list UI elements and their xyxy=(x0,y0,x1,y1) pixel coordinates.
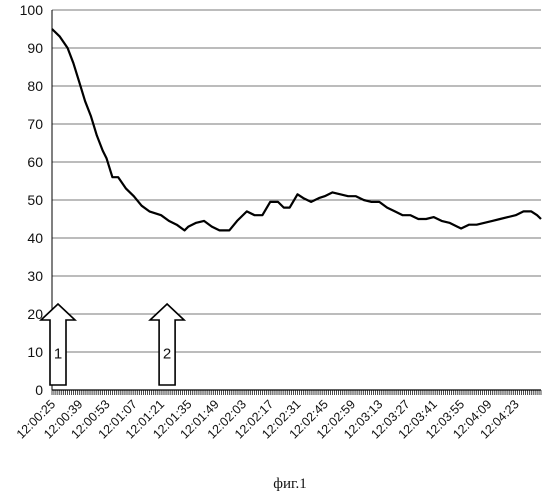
arrow-label: 1 xyxy=(54,346,62,363)
y-tick-label: 40 xyxy=(27,230,43,246)
grid-lines xyxy=(52,10,541,352)
y-tick-label: 0 xyxy=(35,382,43,398)
y-axis-tick-labels: 0102030405060708090100 xyxy=(20,2,44,398)
x-axis xyxy=(52,10,541,395)
y-tick-label: 60 xyxy=(27,154,43,170)
y-tick-label: 10 xyxy=(27,344,43,360)
y-tick-label: 90 xyxy=(27,40,43,56)
arrow-annotation-2: 2 xyxy=(150,304,184,385)
up-arrow-shape xyxy=(41,304,75,385)
arrow-label: 2 xyxy=(163,346,171,363)
arrow-annotation-1: 1 xyxy=(41,304,75,385)
y-tick-label: 100 xyxy=(20,2,44,18)
up-arrow-shape xyxy=(150,304,184,385)
y-tick-label: 70 xyxy=(27,116,43,132)
y-tick-label: 30 xyxy=(27,268,43,284)
figure-caption: фиг.1 xyxy=(273,476,306,492)
x-axis-tick-labels: 12:00:2512:00:3912:00:5312:01:0712:01:21… xyxy=(14,397,522,441)
y-tick-label: 80 xyxy=(27,78,43,94)
annotation-arrows: 12 xyxy=(41,304,184,385)
y-tick-label: 50 xyxy=(27,192,43,208)
